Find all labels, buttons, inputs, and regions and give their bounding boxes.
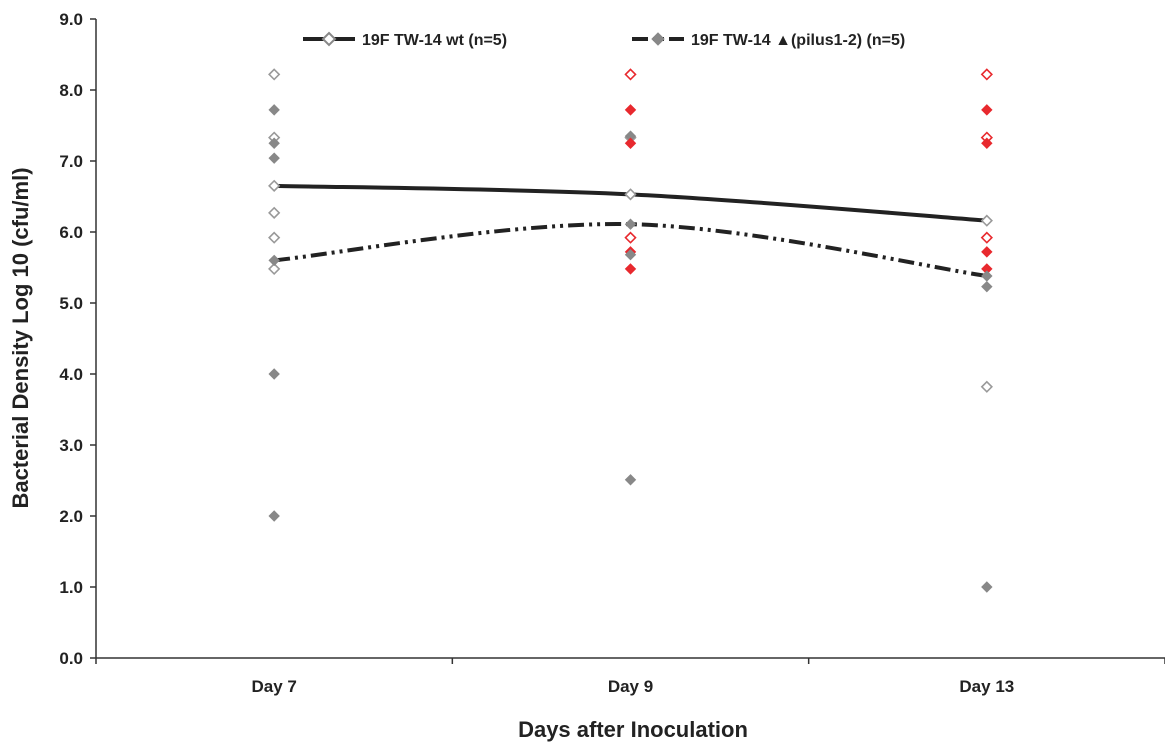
y-tick-label: 5.0 [59, 294, 83, 313]
y-tick-label: 4.0 [59, 365, 83, 384]
data-point [981, 246, 993, 258]
data-point [624, 68, 637, 81]
y-ticks: 0.0 1.0 2.0 3.0 4.0 5.0 6.0 7.0 8.0 9.0 [59, 10, 96, 668]
data-point [624, 218, 637, 230]
data-point [980, 68, 993, 81]
y-tick-label: 8.0 [59, 81, 83, 100]
legend-label-wt: 19F TW-14 wt (n=5) [362, 32, 507, 49]
data-point [981, 137, 993, 149]
data-point [981, 280, 993, 293]
data-point [268, 104, 280, 116]
axes: 0.01.02.03.04.05.06.07.08.09.0 Day 7 Day … [59, 10, 1165, 696]
x-ticks: Day 7 Day 9 Day 13 [95, 658, 1165, 696]
data-points [268, 68, 993, 593]
y-tick-label: 7.0 [59, 152, 83, 171]
legend: 19F TW-14 wt (n=5) 19F TW-14 ▲(pilus1-2)… [303, 31, 905, 49]
series-line-1 [273, 222, 988, 278]
legend-marker-wt [321, 31, 337, 47]
x-tick-label: Day 13 [959, 677, 1014, 696]
data-point [268, 368, 280, 380]
data-point [981, 270, 993, 282]
data-point [268, 137, 280, 149]
data-point [624, 231, 637, 244]
y-tick-label: 0.0 [59, 649, 83, 668]
legend-marker-pilus [651, 32, 665, 46]
y-tick-label: 9.0 [59, 10, 83, 29]
data-point [268, 68, 281, 81]
y-tick-label: 6.0 [59, 223, 83, 242]
data-point [268, 206, 281, 219]
y-tick-label: 2.0 [59, 507, 83, 526]
data-point [624, 474, 637, 486]
x-tick-label: Day 9 [608, 677, 653, 696]
data-point [268, 152, 280, 164]
data-point [981, 581, 993, 593]
data-point [268, 254, 280, 267]
data-point [268, 179, 281, 192]
data-point [624, 188, 637, 201]
data-point [624, 104, 637, 116]
data-point [624, 249, 637, 261]
x-tick-label: Day 7 [251, 677, 296, 696]
legend-label-pilus: 19F TW-14 ▲(pilus1-2) (n=5) [691, 32, 905, 49]
data-point [268, 231, 281, 244]
y-tick-label: 3.0 [59, 436, 83, 455]
data-point [980, 231, 993, 244]
data-point [268, 510, 280, 522]
y-axis-title: Bacterial Density Log 10 (cfu/ml) [8, 167, 33, 508]
x-axis-title: Days after Inoculation [518, 717, 748, 742]
data-point [980, 214, 993, 227]
data-point [980, 380, 993, 393]
data-point [624, 263, 637, 275]
data-point [981, 104, 993, 116]
y-tick-label: 1.0 [59, 578, 83, 597]
data-point [268, 262, 281, 276]
data-point [624, 137, 637, 149]
